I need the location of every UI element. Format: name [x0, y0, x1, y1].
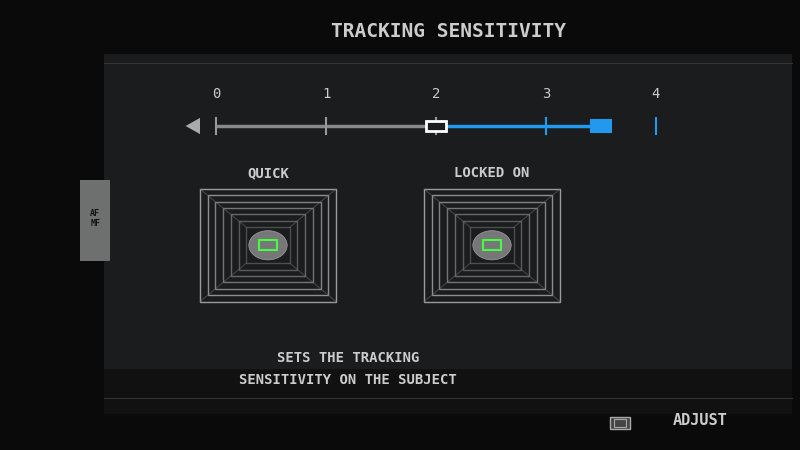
- Text: LOCKED ON: LOCKED ON: [454, 166, 530, 180]
- Bar: [455, 215, 529, 276]
- Text: TRACKING SENSITIVITY: TRACKING SENSITIVITY: [330, 22, 566, 41]
- Bar: [610, 417, 630, 429]
- Bar: [246, 227, 290, 263]
- Ellipse shape: [249, 230, 287, 260]
- Text: 3: 3: [542, 87, 550, 102]
- Text: SENSITIVITY ON THE SUBJECT: SENSITIVITY ON THE SUBJECT: [239, 373, 457, 387]
- Bar: [215, 202, 321, 289]
- Bar: [104, 369, 792, 414]
- Bar: [439, 202, 545, 289]
- Text: 0: 0: [212, 87, 220, 102]
- Bar: [104, 54, 792, 414]
- Bar: [462, 221, 522, 270]
- Text: SETS THE TRACKING: SETS THE TRACKING: [277, 351, 419, 365]
- Bar: [200, 189, 336, 302]
- Polygon shape: [186, 118, 200, 134]
- Bar: [238, 221, 298, 270]
- Bar: [447, 208, 537, 283]
- Ellipse shape: [473, 230, 511, 260]
- Bar: [614, 419, 626, 427]
- Bar: [208, 195, 328, 295]
- Text: AF
MF: AF MF: [90, 208, 100, 228]
- Bar: [470, 227, 514, 263]
- Bar: [259, 240, 277, 250]
- Text: 1: 1: [322, 87, 330, 102]
- Bar: [426, 121, 446, 131]
- Bar: [424, 189, 560, 302]
- Bar: [432, 195, 552, 295]
- Bar: [483, 240, 501, 250]
- Text: 2: 2: [432, 87, 440, 102]
- Text: 4: 4: [652, 87, 660, 102]
- Text: ADJUST: ADJUST: [673, 413, 727, 428]
- Bar: [223, 208, 313, 283]
- Text: QUICK: QUICK: [247, 166, 289, 180]
- Bar: [80, 180, 110, 261]
- Bar: [231, 215, 305, 276]
- Bar: [590, 120, 611, 132]
